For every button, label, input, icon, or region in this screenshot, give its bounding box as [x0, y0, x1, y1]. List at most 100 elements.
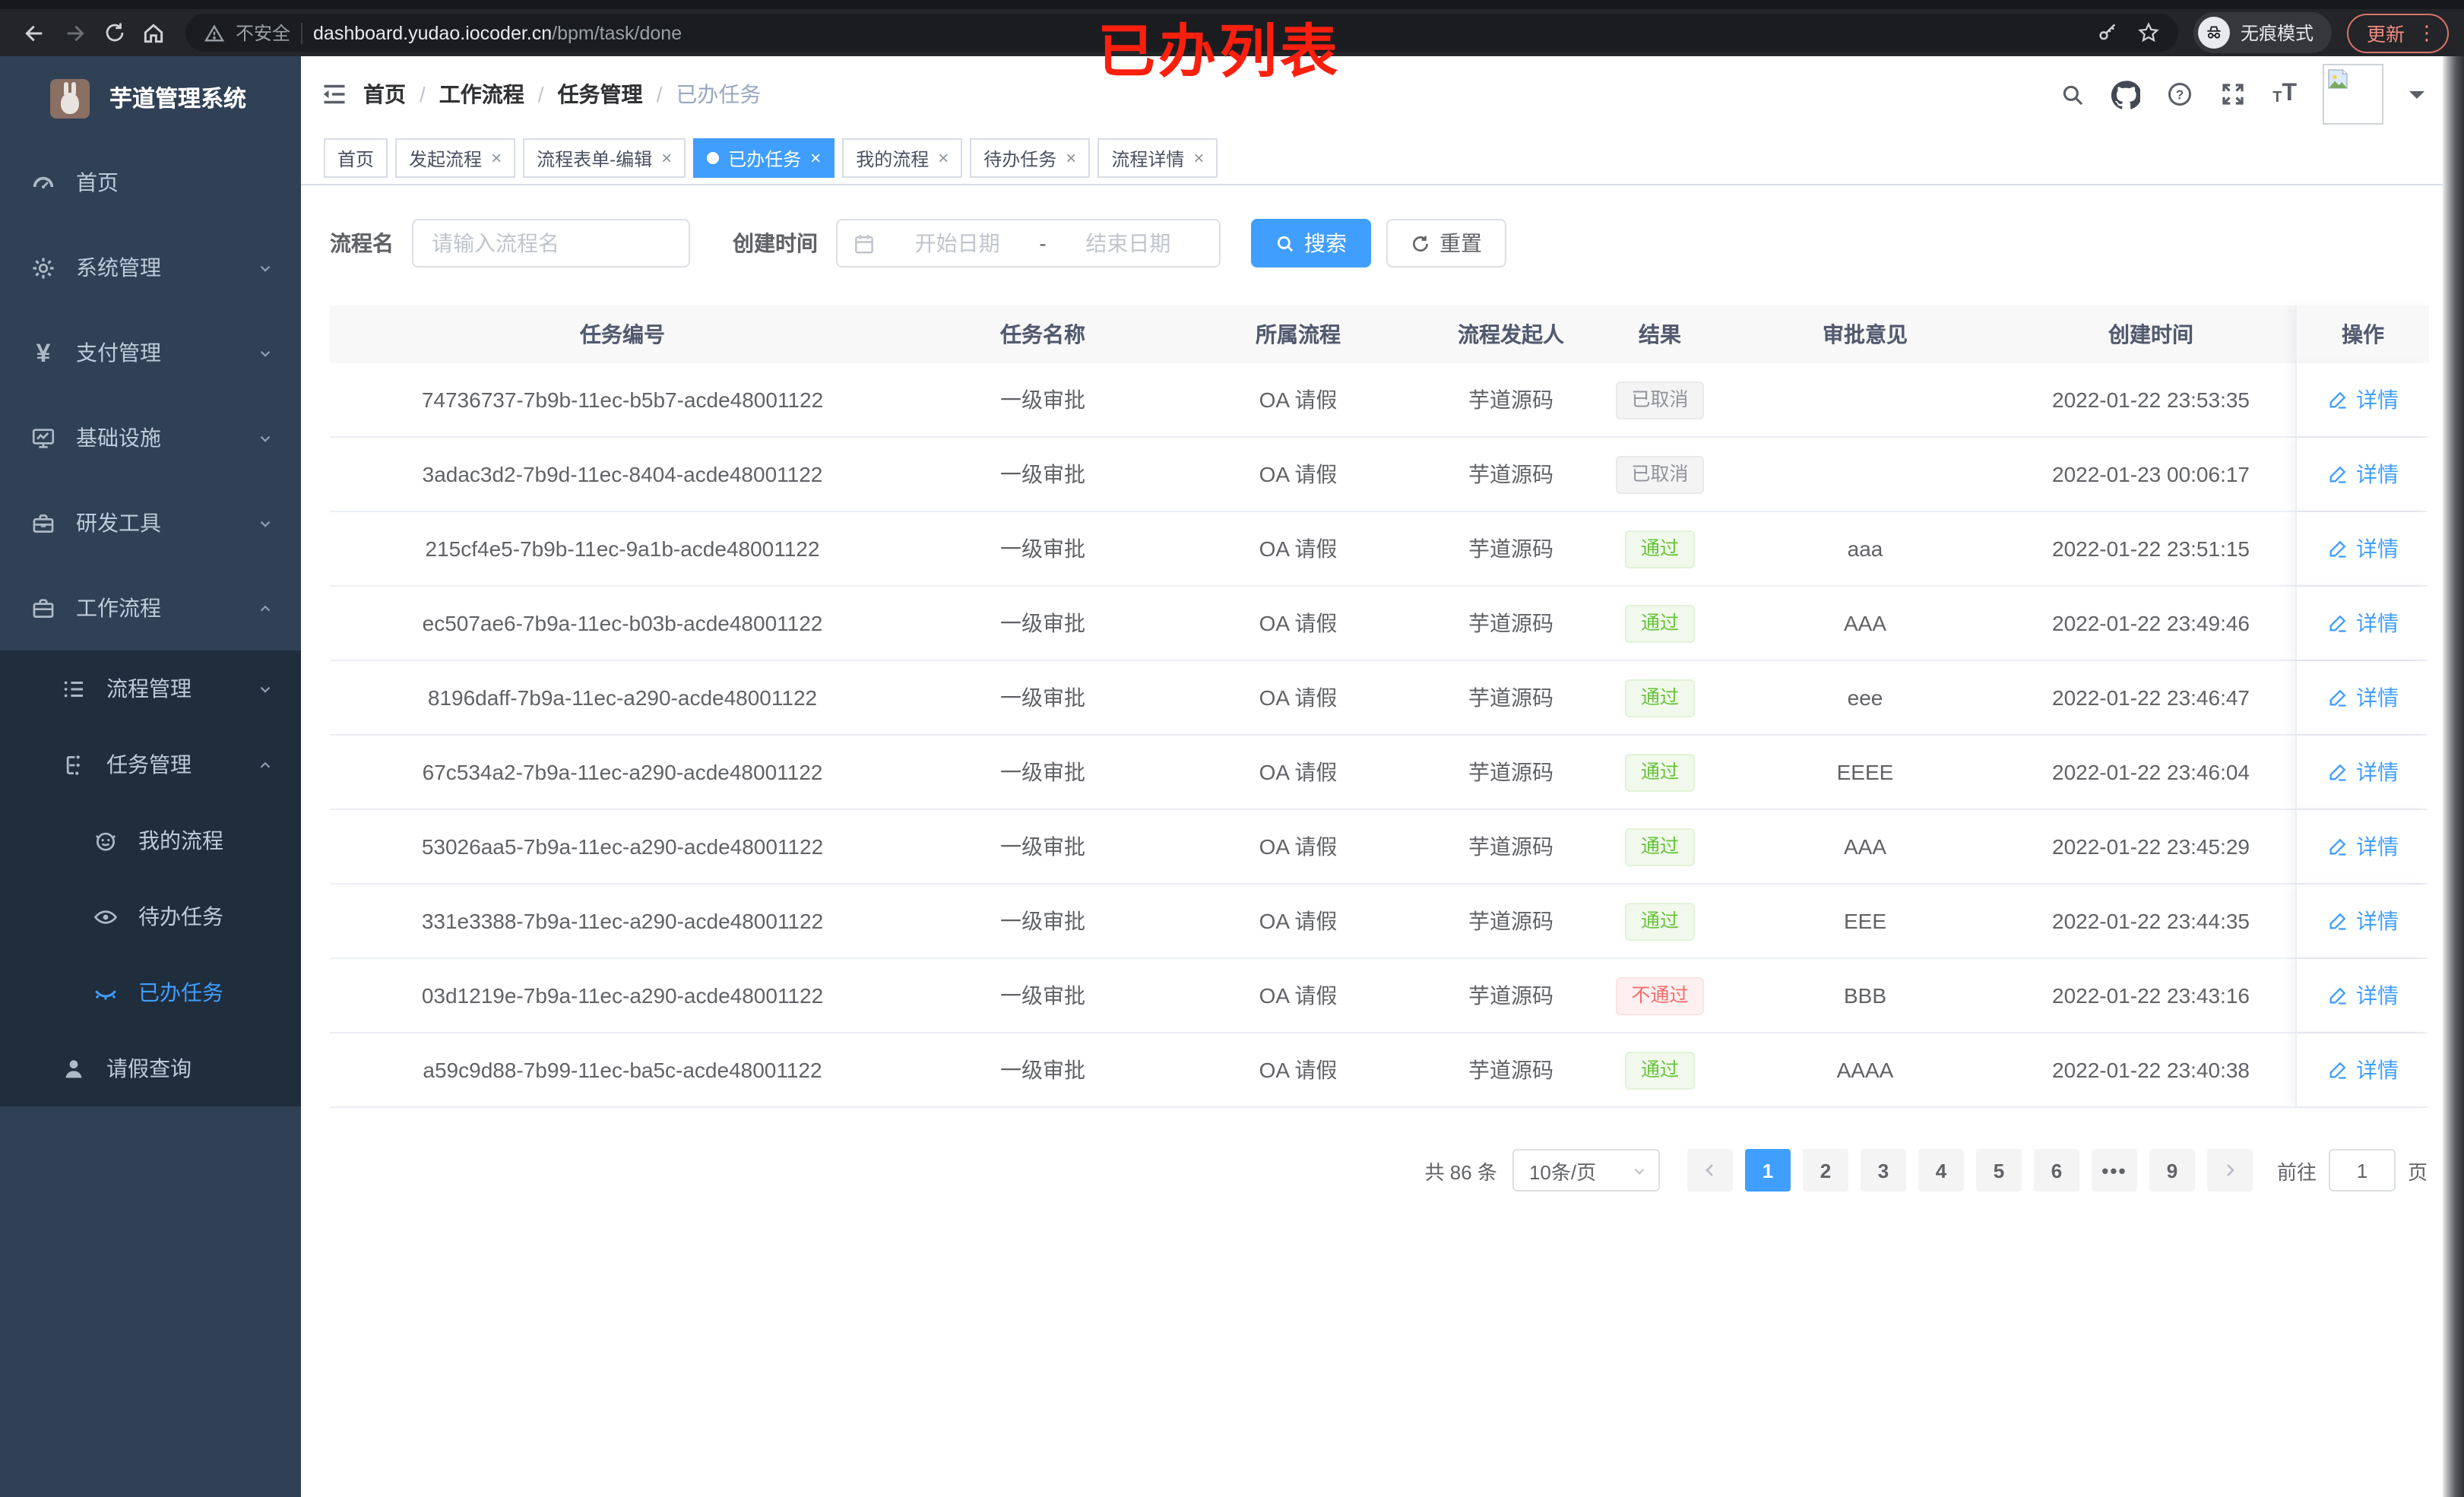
sidebar-logo[interactable]: 芋道管理系统 [0, 56, 301, 140]
cell-process: OA 请假 [1259, 388, 1338, 412]
detail-button[interactable]: 详情 [2327, 980, 2399, 1011]
detail-button[interactable]: 详情 [2327, 757, 2399, 787]
detail-button[interactable]: 详情 [2327, 1055, 2399, 1085]
sidebar-item-10[interactable]: 已办任务 [0, 954, 301, 1030]
tab-1[interactable]: 发起流程 × [395, 138, 516, 178]
detail-button[interactable]: 详情 [2327, 831, 2399, 862]
breadcrumb-item-0[interactable]: 首页 [363, 82, 406, 106]
end-date-input[interactable] [1052, 229, 1205, 257]
cell-task-name: 一级审批 [1000, 909, 1085, 933]
sidebar-item-3[interactable]: 基础设施 [0, 395, 301, 480]
reset-button[interactable]: 重置 [1386, 219, 1506, 267]
detail-button[interactable]: 详情 [2327, 459, 2399, 489]
cell-result: 通过 [1596, 885, 1724, 957]
sidebar-item-label: 请假查询 [106, 1056, 192, 1081]
table-row-6: 53026aa5-7b9a-11ec-a290-acde48001122 一级审批… [330, 810, 2429, 885]
active-tab-dot [707, 152, 720, 164]
avatar[interactable] [2323, 64, 2383, 125]
url-text[interactable]: dashboard.yudao.iocoder.cn/bpm/task/done [313, 22, 683, 43]
goto-page-input[interactable] [2328, 1149, 2396, 1192]
cell-task-name: 一级审批 [1000, 983, 1085, 1008]
pager-more-icon[interactable]: ••• [2091, 1149, 2137, 1192]
tab-3[interactable]: 已办任务 × [693, 138, 835, 178]
result-tag: 通过 [1625, 753, 1694, 791]
detail-button[interactable]: 详情 [2327, 385, 2399, 415]
browser-update-button[interactable]: 更新 ⋮ [2346, 13, 2449, 52]
fullscreen-icon[interactable] [2219, 81, 2247, 108]
sidebar-item-0[interactable]: 首页 [0, 140, 301, 225]
tab-close-icon[interactable]: × [1066, 147, 1077, 169]
pager-page-2[interactable]: 2 [1802, 1149, 1848, 1192]
tab-6[interactable]: 流程详情 × [1097, 138, 1218, 178]
sidebar-item-7[interactable]: 任务管理 [0, 726, 301, 802]
sidebar-item-8[interactable]: 我的流程 [0, 802, 301, 878]
bookmark-star-icon[interactable] [2137, 21, 2160, 44]
sidebar-toggle-icon[interactable] [301, 56, 363, 132]
detail-button[interactable]: 详情 [2327, 608, 2399, 638]
cell-actions: 详情 [2295, 810, 2429, 883]
sidebar-item-1[interactable]: 系统管理 [0, 225, 301, 310]
pager-page-4[interactable]: 4 [1918, 1149, 1964, 1192]
pager-page-3[interactable]: 3 [1860, 1149, 1906, 1192]
pager-page-5[interactable]: 5 [1975, 1149, 2022, 1192]
sidebar-item-2[interactable]: ¥ 支付管理 [0, 310, 301, 395]
sidebar-menu: 首页 系统管理 ¥ 支付管理 基础设施 研发工具 工作流程 流程管理 任务管理 我的流程 待办任务已… [0, 140, 301, 1106]
detail-button[interactable]: 详情 [2327, 906, 2399, 936]
help-icon[interactable]: ? [2166, 81, 2193, 108]
omnibox-divider [301, 22, 303, 43]
breadcrumb-item-3: 已办任务 [676, 82, 762, 106]
tab-2[interactable]: 流程表单-编辑 × [523, 138, 686, 178]
scrollbar[interactable] [2443, 56, 2464, 1497]
tab-0[interactable]: 首页 [324, 138, 388, 178]
detail-button[interactable]: 详情 [2327, 533, 2399, 564]
pager-page-9[interactable]: 9 [2149, 1149, 2195, 1192]
start-date-input[interactable] [882, 229, 1034, 257]
sidebar-item-9[interactable]: 待办任务 [0, 878, 301, 954]
cell-process: OA 请假 [1259, 760, 1338, 784]
pager-page-6[interactable]: 6 [2033, 1149, 2079, 1192]
page-size-select[interactable]: 10条/页 [1512, 1149, 1660, 1192]
cell-actions: 详情 [2295, 959, 2429, 1032]
search-button[interactable]: 搜索 [1251, 219, 1371, 267]
tab-4[interactable]: 我的流程 × [842, 138, 963, 178]
github-icon[interactable] [2111, 80, 2141, 109]
edit-pencil-icon [2327, 1059, 2348, 1081]
user-icon [61, 1055, 87, 1081]
date-range-picker[interactable]: - [836, 219, 1221, 267]
sidebar-item-4[interactable]: 研发工具 [0, 480, 301, 565]
breadcrumb-item-1[interactable]: 工作流程 [439, 82, 524, 106]
sidebar-item-6[interactable]: 流程管理 [0, 650, 301, 726]
security-warning-icon[interactable] [204, 22, 225, 43]
sidebar-item-11[interactable]: 请假查询 [0, 1030, 301, 1106]
cell-result: 已取消 [1596, 363, 1724, 436]
avatar-caret-icon[interactable] [2409, 90, 2424, 106]
process-name-input[interactable] [412, 219, 690, 267]
tab-5[interactable]: 待办任务 × [970, 138, 1091, 178]
tab-close-icon[interactable]: × [491, 147, 502, 169]
browser-menu-icon[interactable]: ⋮ [2417, 21, 2437, 43]
key-icon[interactable] [2096, 21, 2119, 44]
cell-starter: 芋道源码 [1468, 834, 1553, 859]
address-bar[interactable]: 不安全 dashboard.yudao.iocoder.cn/bpm/task/… [185, 14, 2178, 52]
browser-reload-icon[interactable] [94, 13, 134, 52]
cell-task-name: 一级审批 [1000, 611, 1085, 635]
pager-page-1[interactable]: 1 [1744, 1149, 1791, 1192]
security-label[interactable]: 不安全 [236, 23, 291, 44]
tab-close-icon[interactable]: × [810, 147, 822, 169]
header-search-icon[interactable] [2060, 81, 2086, 107]
browser-home-icon[interactable] [134, 13, 173, 52]
browser-back-icon[interactable] [15, 13, 55, 52]
tab-close-icon[interactable]: × [661, 147, 673, 169]
cell-actions: 详情 [2295, 587, 2429, 660]
pager-next-icon[interactable] [2206, 1149, 2253, 1192]
detail-button[interactable]: 详情 [2327, 682, 2399, 713]
tab-close-icon[interactable]: × [938, 147, 949, 169]
sidebar-item-5[interactable]: 工作流程 [0, 565, 301, 650]
browser-forward-icon[interactable] [55, 13, 94, 52]
breadcrumb-item-2[interactable]: 任务管理 [557, 82, 643, 106]
pager-prev-icon[interactable] [1686, 1149, 1733, 1192]
tab-close-icon[interactable]: × [1193, 147, 1205, 169]
